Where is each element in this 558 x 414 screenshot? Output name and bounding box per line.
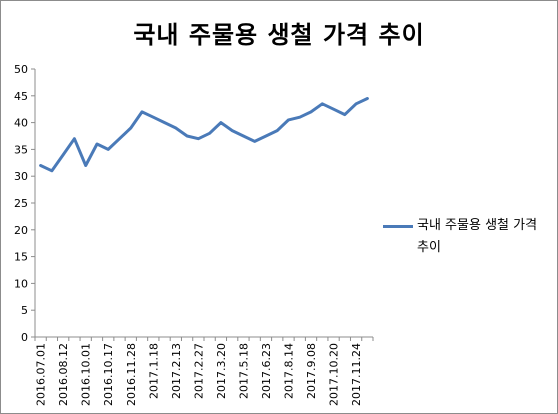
data-point: [129, 126, 132, 130]
data-point: [118, 137, 121, 140]
x-axis: 2016.07.01 2016.08.12 2016.10.01 2016.10.17…: [34, 336, 374, 406]
data-point: [298, 116, 301, 119]
x-tick-label: 2016.10.01: [80, 343, 93, 406]
legend-swatch: [383, 225, 413, 228]
y-tick-label: 40: [14, 117, 28, 130]
data-point: [321, 102, 324, 106]
x-tick-label: 2017.8.14: [283, 343, 296, 399]
y-tick-label: 35: [14, 143, 28, 156]
x-tick-label: 2017.5.18: [237, 343, 250, 399]
y-tick-label: 15: [14, 251, 28, 264]
data-point: [287, 118, 290, 122]
data-point: [163, 121, 166, 124]
data-point: [264, 134, 268, 138]
data-point: [152, 116, 155, 119]
data-point: [185, 134, 189, 138]
x-tick-label: 2016.07.01: [35, 343, 48, 406]
data-point: [140, 110, 144, 114]
data-point: [174, 126, 178, 130]
y-axis: 0 5 10 15 20 25 30 35 40 45 50: [14, 63, 36, 344]
x-tick-label: 2017.9.08: [305, 343, 318, 399]
series-lines: [39, 97, 369, 173]
data-point: [107, 148, 110, 151]
legend-label: 국내 주물용 생철 가격 추이: [417, 218, 538, 255]
data-point: [50, 169, 54, 173]
x-tick-label: 2016.11.28: [125, 343, 138, 406]
data-point: [366, 97, 369, 100]
y-tick-label: 20: [14, 224, 28, 237]
data-point: [309, 110, 313, 114]
data-point: [253, 140, 256, 143]
data-point: [73, 137, 76, 140]
x-tick-label: 2017.2.27: [192, 343, 205, 399]
data-point: [197, 137, 200, 140]
x-tick-label: 2016.10.17: [102, 343, 115, 406]
data-point: [61, 153, 65, 156]
data-point: [276, 129, 279, 132]
y-tick-label: 50: [14, 63, 28, 76]
chart-title: 국내 주물용 생철 가격 추이: [133, 21, 425, 49]
data-point: [95, 142, 99, 146]
data-point: [208, 132, 211, 135]
y-tick-label: 45: [14, 90, 28, 103]
series-line: [39, 97, 369, 173]
y-tick-label: 30: [14, 170, 28, 183]
data-point: [84, 164, 87, 167]
x-tick-label: 2017.10.20: [328, 343, 341, 406]
data-point: [343, 113, 347, 116]
data-point: [332, 108, 335, 111]
y-tick-label: 0: [21, 331, 28, 344]
x-tick-label: 2017.3.20: [215, 343, 228, 399]
y-tick-label: 25: [14, 197, 28, 210]
x-tick-label: 2016.08.12: [57, 343, 70, 406]
data-point: [39, 164, 42, 167]
data-point: [242, 134, 245, 138]
y-tick-label: 10: [14, 277, 28, 290]
data-point: [219, 121, 223, 124]
data-point: [354, 102, 358, 106]
x-tick-label: 2017.2.13: [170, 343, 183, 399]
data-point: [230, 129, 234, 132]
x-tick-label: 2017.6.23: [260, 343, 273, 399]
y-tick-label: 5: [21, 304, 28, 317]
x-tick-label: 2017.1.18: [147, 343, 160, 399]
x-tick-label: 2017.11.24: [350, 343, 363, 406]
